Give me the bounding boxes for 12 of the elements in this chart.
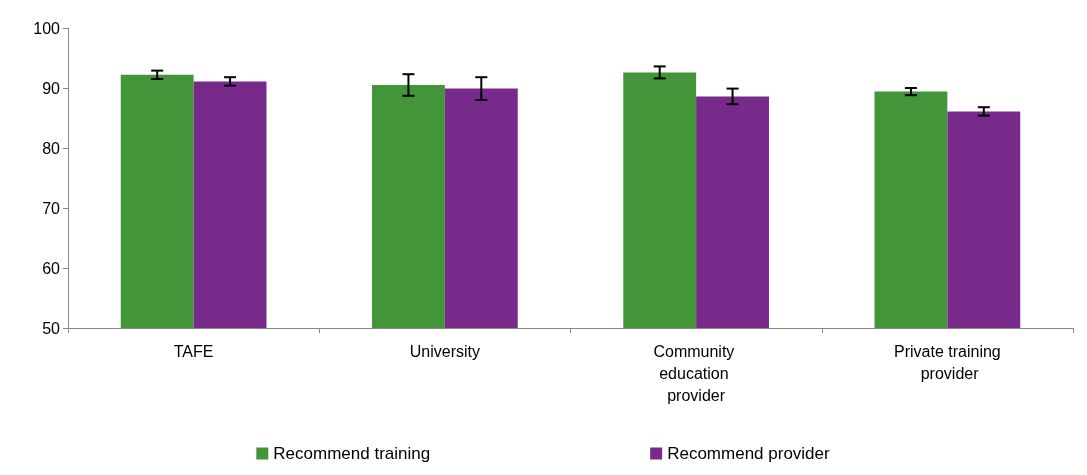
- x-tick-label: Private training provider: [894, 342, 1001, 382]
- legend-label: Recommend provider: [667, 444, 831, 463]
- y-tick-label: 60: [42, 259, 61, 277]
- y-tick-label: 90: [42, 79, 61, 97]
- x-tick-label: University: [409, 342, 480, 360]
- x-tick-label: Community education provider: [653, 342, 739, 404]
- x-tick-label: TAFE: [173, 342, 214, 360]
- y-tick-label: 70: [42, 199, 61, 217]
- legend-label: Recommend training: [273, 444, 431, 463]
- y-tick-label: 80: [42, 139, 61, 157]
- y-tick-label: 100: [33, 19, 61, 37]
- y-tick-label: 50: [42, 319, 61, 337]
